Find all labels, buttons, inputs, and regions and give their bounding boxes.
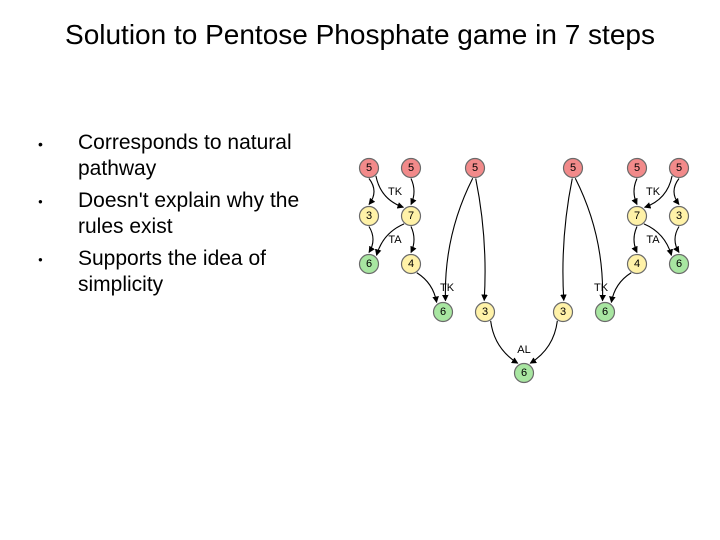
bullet-item: Supports the idea of simplicity [30,246,330,298]
node-label: 4 [634,258,640,270]
node-label: 3 [482,306,488,318]
diagram-edge [634,179,637,205]
node-label: 7 [408,210,414,222]
slide: Solution to Pentose Phosphate game in 7 … [0,0,720,540]
diagram-edge [634,227,637,253]
diagram-edge [369,227,373,253]
diagram-edge [530,321,557,363]
bullet-text: Supports the idea of simplicity [78,246,330,298]
node-label: 7 [634,210,640,222]
node-label: 5 [408,162,414,174]
bullet-marker [30,188,78,218]
edge-label: TK [646,186,661,198]
diagram-edge [417,273,437,303]
bullet-item: Doesn't explain why the rules exist [30,188,330,240]
bullet-marker [30,246,78,276]
diagram-edge [491,321,518,363]
pathway-diagram: TK TA TK TK TA TK AL 5 5 5 5 5 5 3 7 7 3 6 4 4 6 6 3 3 6 6 [345,158,705,408]
node-label: 5 [570,162,576,174]
bullet-text: Corresponds to natural pathway [78,130,330,182]
diagram-edge [369,179,374,205]
edge-label: TK [594,282,609,294]
node-label: 6 [440,306,446,318]
node-label: 5 [634,162,640,174]
pathway-svg: TK TA TK TK TA TK AL 5 5 5 5 5 5 3 7 7 3 6 4 4 6 6 3 3 6 6 [345,158,705,408]
edge-label: TA [388,234,402,246]
node-label: 4 [408,258,414,270]
diagram-edge [476,178,485,300]
edge-label: AL [517,344,530,356]
node-label: 5 [366,162,372,174]
diagram-edge [411,227,414,253]
bullet-marker [30,130,78,157]
node-label: 6 [676,258,682,270]
node-label: 5 [676,162,682,174]
bullet-item: Corresponds to natural pathway [30,130,330,182]
node-label: 3 [560,306,566,318]
node-label: 6 [366,258,372,270]
slide-title: Solution to Pentose Phosphate game in 7 … [50,18,670,52]
node-label: 3 [676,210,682,222]
diagram-edge [611,273,631,303]
node-label: 5 [472,162,478,174]
node-label: 6 [602,306,608,318]
node-label: 6 [521,367,527,379]
edge-label: TK [388,186,403,198]
edge-label: TK [440,282,455,294]
bullet-list: Corresponds to natural pathway Doesn't ex… [30,130,330,304]
diagram-edge [674,179,679,205]
node-label: 3 [366,210,372,222]
diagram-edge [411,179,414,205]
diagram-edge [563,178,572,300]
diagram-edge [675,227,679,253]
edge-label: TA [646,234,660,246]
bullet-text: Doesn't explain why the rules exist [78,188,330,240]
